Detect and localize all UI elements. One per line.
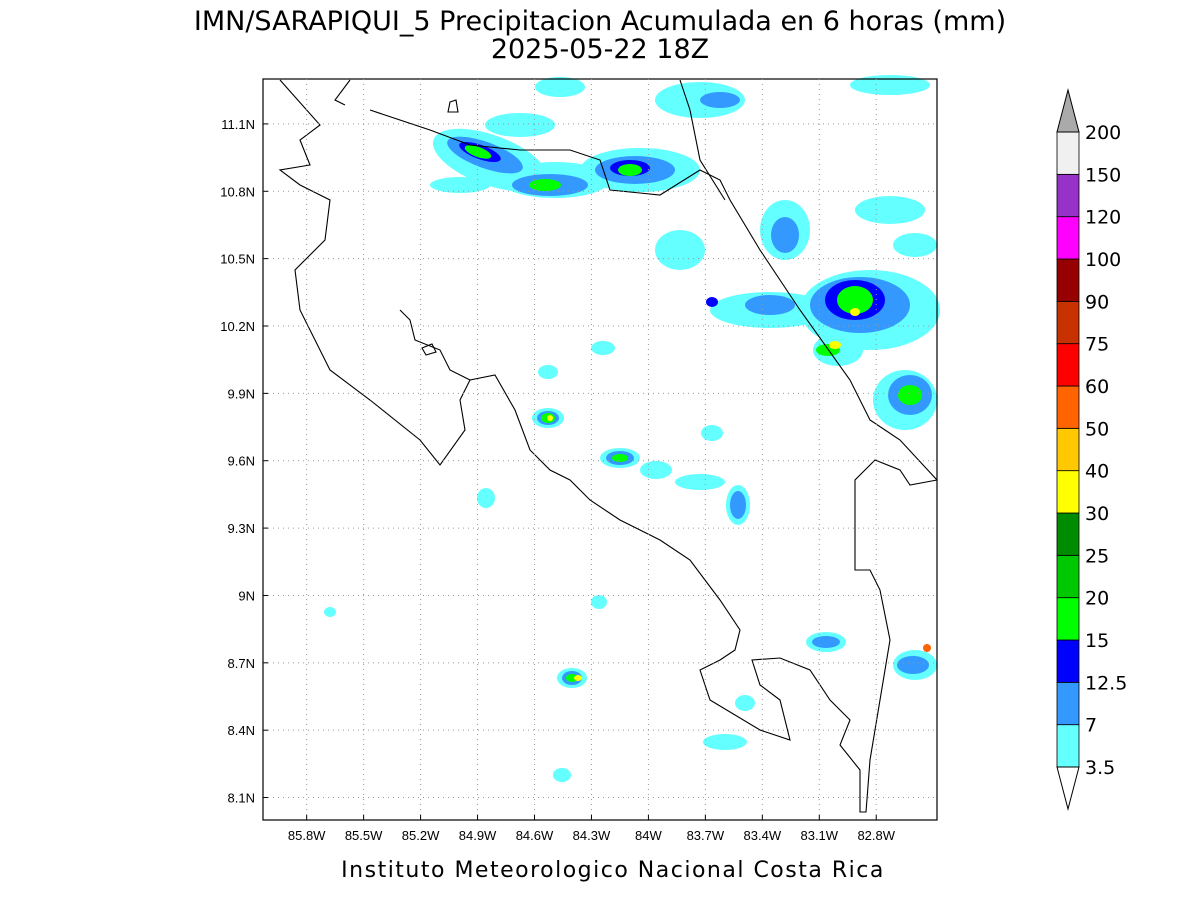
colorbar-segment [1056,385,1080,429]
y-tick-label: 10.2N [220,319,255,334]
colorbar-label: 120 [1085,207,1121,229]
colorbar-label: 150 [1085,164,1121,186]
coastline [278,79,938,813]
colorbar-label: 40 [1085,461,1109,483]
colorbar-segment [1056,470,1080,514]
y-tick-label: 10.5N [220,252,255,267]
y-tick-label: 9.6N [228,454,255,469]
x-tick-label: 85.2W [402,828,440,843]
y-tick-label: 10.8N [220,184,255,199]
colorbar-segment [1056,131,1080,175]
x-tick-label: 84W [635,828,662,843]
colorbar-label: 60 [1085,376,1109,398]
colorbar-label: 200 [1085,122,1121,144]
colorbar-over [1056,88,1080,133]
colorbar-segment [1056,173,1080,218]
footer: Instituto Meteorologico Nacional Costa R… [341,858,885,883]
x-tick-label: 84.9W [459,828,497,843]
colorbar-label: 50 [1085,418,1109,440]
colorbar-label: 100 [1085,249,1121,271]
y-tick-label: 9N [238,588,255,603]
x-tick-label: 83.7W [687,828,725,843]
colorbar-segment [1056,343,1080,387]
colorbar-label: 20 [1085,588,1109,610]
x-tick-label: 84.3W [573,828,611,843]
x-tick-label: 85.8W [288,828,326,843]
colorbar-label: 75 [1085,334,1109,356]
y-tick-label: 8.7N [228,656,255,671]
x-tick-label: 83.1W [800,828,838,843]
subtitle: 2025-05-22 18Z [491,34,709,65]
x-tick-label: 85.5W [345,828,383,843]
y-tick-label: 11.1N [221,117,255,132]
colorbar-segment [1056,300,1080,345]
colorbar-segment [1056,427,1080,472]
y-tick-label: 9.3N [228,521,255,536]
colorbar-segment [1056,681,1080,726]
colorbar-label: 90 [1085,291,1109,313]
colorbar-segment [1056,216,1080,260]
y-tick-label: 8.1N [228,791,255,806]
colorbar-label: 30 [1085,503,1109,525]
colorbar-label: 25 [1085,545,1109,567]
map-frame [262,78,938,821]
colorbar-label: 15 [1085,630,1109,652]
colorbar-segment [1056,724,1080,768]
colorbar-segment [1056,258,1080,302]
colorbar-segment [1056,554,1080,599]
y-tick-label: 9.9N [228,386,255,401]
x-tick-label: 84.6W [516,828,554,843]
colorbar-segment [1056,639,1080,683]
title: IMN/SARAPIQUI_5 Precipitacion Acumulada … [194,6,1006,37]
colorbar-label: 12.5 [1085,672,1127,694]
y-tick-label: 8.4N [228,723,255,738]
colorbar-label: 3.5 [1085,757,1115,779]
colorbar-segment [1056,512,1080,556]
precipitation-field [324,75,940,782]
x-tick-label: 83.4W [744,828,782,843]
colorbar-label: 7 [1085,715,1097,737]
colorbar-segment [1056,597,1080,641]
colorbar-under [1056,766,1080,811]
x-tick-label: 82.8W [857,828,895,843]
